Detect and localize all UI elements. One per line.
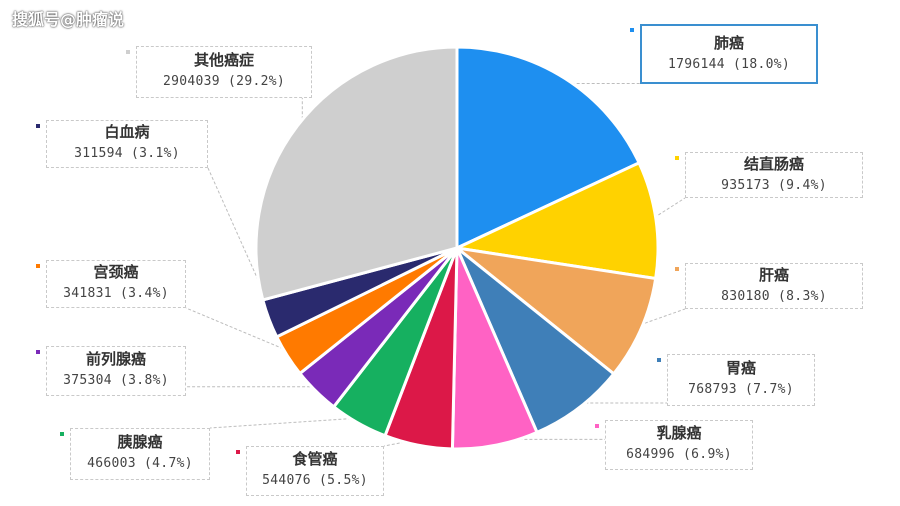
legend-marker xyxy=(675,156,679,160)
slice-label: 其他癌症 2904039 (29.2%) xyxy=(136,46,312,98)
slice-value: 1796144 (18.0%) xyxy=(668,57,790,72)
slice-name: 肝癌 xyxy=(758,266,789,284)
slice-label: 前列腺癌 375304 (3.8%) xyxy=(46,346,186,396)
pie-slice xyxy=(455,246,616,435)
slice-name: 其他癌症 xyxy=(193,51,254,69)
legend-marker xyxy=(36,124,40,128)
slice-name: 乳腺癌 xyxy=(656,424,702,442)
slice-label: 食管癌 544076 (5.5%) xyxy=(246,446,384,496)
slice-name: 宫颈癌 xyxy=(93,263,139,281)
slice-value: 2904039 (29.2%) xyxy=(163,74,285,89)
slice-name: 胃癌 xyxy=(725,359,756,377)
slice-label: 胰腺癌 466003 (4.7%) xyxy=(70,428,210,480)
slice-label: 乳腺癌 684996 (6.9%) xyxy=(605,420,753,470)
watermark-text: 搜狐号@肿瘤说 xyxy=(12,10,125,29)
slice-value: 375304 (3.8%) xyxy=(63,373,169,388)
slice-label: 白血病 311594 (3.1%) xyxy=(46,120,208,168)
legend-marker xyxy=(657,358,661,362)
slice-name: 食管癌 xyxy=(292,450,338,468)
pie-slice xyxy=(451,160,660,281)
slice-value: 935173 (9.4%) xyxy=(721,178,827,193)
pie-slice xyxy=(451,245,658,376)
legend-marker xyxy=(126,50,130,54)
leader-line xyxy=(635,308,686,327)
pie-slices xyxy=(254,45,660,451)
slice-value: 341831 (3.4%) xyxy=(63,286,169,301)
pie-slice xyxy=(254,45,459,302)
slice-value: 466003 (4.7%) xyxy=(87,456,193,471)
slice-label: 宫颈癌 341831 (3.4%) xyxy=(46,260,186,308)
slice-label: 肝癌 830180 (8.3%) xyxy=(685,263,863,309)
slice-value: 684996 (6.9%) xyxy=(626,447,732,462)
legend-marker xyxy=(36,264,40,268)
slice-name: 前列腺癌 xyxy=(85,350,146,368)
legend-marker xyxy=(60,432,64,436)
legend-marker xyxy=(630,28,634,32)
legend-marker xyxy=(595,424,599,428)
slice-label: 肺癌 1796144 (18.0%) xyxy=(640,24,818,84)
slice-label: 胃癌 768793 (7.7%) xyxy=(667,354,815,406)
pie-slice xyxy=(455,45,642,251)
slice-name: 胰腺癌 xyxy=(117,433,163,451)
slice-name: 肺癌 xyxy=(713,34,744,52)
legend-marker xyxy=(675,267,679,271)
legend-marker xyxy=(236,450,240,454)
slice-name: 结直肠癌 xyxy=(743,155,804,173)
leader-line xyxy=(209,417,362,429)
slice-value: 544076 (5.5%) xyxy=(262,473,368,488)
slice-name: 白血病 xyxy=(104,123,150,141)
slice-value: 830180 (8.3%) xyxy=(721,289,827,304)
slice-value: 768793 (7.7%) xyxy=(688,382,794,397)
leader-line xyxy=(185,307,293,354)
slice-label: 结直肠癌 935173 (9.4%) xyxy=(685,152,863,198)
legend-marker xyxy=(36,350,40,354)
slice-value: 311594 (3.1%) xyxy=(74,146,180,161)
